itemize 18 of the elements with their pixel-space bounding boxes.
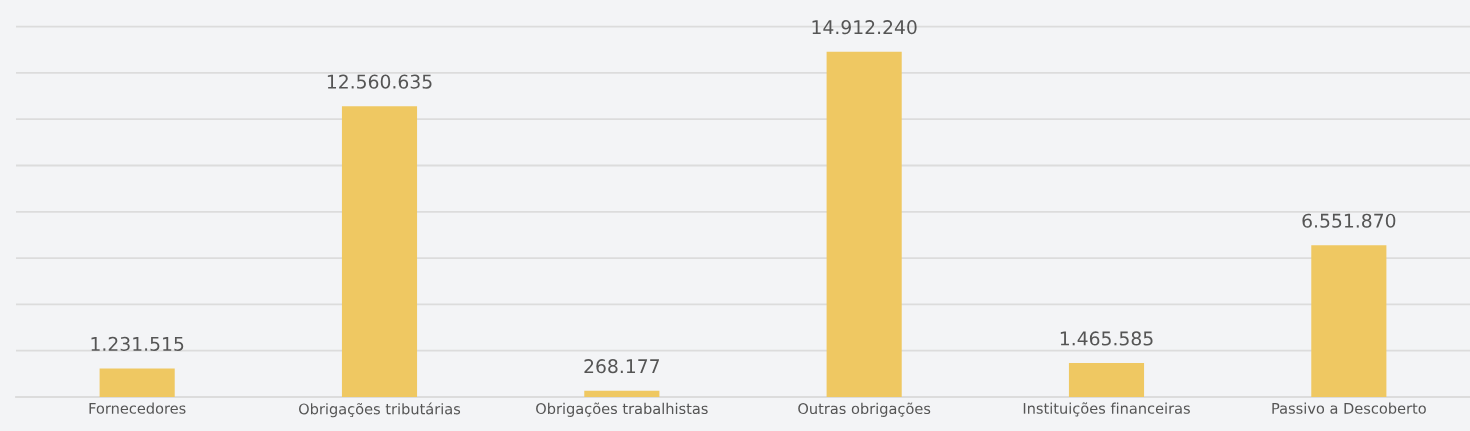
data-label: 12.560.635 <box>327 74 432 89</box>
x-tick-label: Passivo a Descoberto <box>1272 402 1426 414</box>
data-label: 268.177 <box>584 359 659 374</box>
data-label: 6.551.870 <box>1302 213 1396 228</box>
bar <box>1068 363 1145 397</box>
x-tick-label: Fornecedores <box>89 402 186 414</box>
x-tick-label: Obrigações tributárias <box>299 402 461 418</box>
x-tick-label: Outras obrigações <box>798 402 931 417</box>
bar <box>341 106 418 397</box>
bar <box>826 51 902 397</box>
bar <box>1311 245 1387 397</box>
bar <box>584 390 660 397</box>
data-label: 14.912.240 <box>812 20 917 35</box>
data-label: 1.231.515 <box>91 336 184 351</box>
x-tick-label: Instituições financeiras <box>1023 402 1190 417</box>
bar <box>99 368 175 397</box>
x-tick-label: Obrigações trabalhistas <box>536 402 708 417</box>
data-label: 1.465.585 <box>1060 331 1153 346</box>
